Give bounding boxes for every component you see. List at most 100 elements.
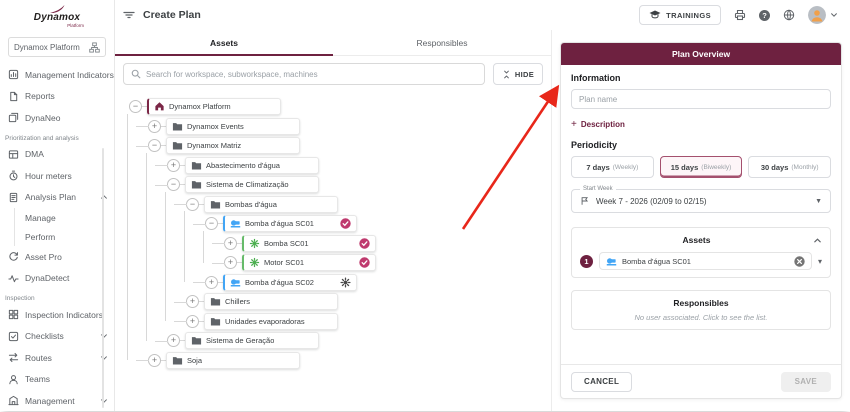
collapse-node-icon[interactable]: −	[193, 217, 218, 231]
tree-node[interactable]: Motor SC01	[242, 254, 376, 272]
dynamox-logo: Dynamox Platform	[0, 0, 114, 32]
hierarchy-icon	[89, 41, 100, 53]
home-icon	[154, 101, 165, 112]
tree-node-label: Bombas d'água	[225, 199, 277, 209]
cancel-button[interactable]: CANCEL	[571, 371, 633, 392]
expand-node-icon[interactable]: +	[155, 334, 180, 348]
sidebar-item-label: Management	[25, 395, 75, 406]
search-box[interactable]	[123, 63, 485, 85]
expand-node-icon[interactable]: +	[155, 158, 180, 172]
periodicity-option-30-days[interactable]: 30 days (Monthly)	[748, 156, 832, 178]
tree-node[interactable]: Bomba d'água SC02	[223, 273, 357, 291]
search-input[interactable]	[146, 69, 477, 79]
sidebar-item-dma[interactable]: DMA	[0, 144, 114, 166]
tree-node-label: Abastecimento d'água	[206, 160, 280, 170]
start-week-select[interactable]: Start Week Week 7 - 2026 (02/09 to 02/15…	[571, 186, 831, 213]
tree-connector	[180, 340, 185, 342]
tree-connector	[199, 203, 204, 205]
tree-node[interactable]: Bombas d'água	[204, 195, 338, 213]
hide-button[interactable]: HIDE	[492, 63, 543, 85]
remove-asset-icon[interactable]	[794, 255, 805, 267]
user-menu[interactable]	[808, 6, 838, 24]
plan-name-input[interactable]	[571, 89, 831, 109]
teams-icon	[8, 374, 19, 385]
start-week-value: Week 7 - 2026 (02/09 to 02/15)	[596, 196, 707, 206]
folder-icon	[191, 335, 202, 346]
management-icon	[8, 395, 19, 406]
workspace-selector[interactable]: Dynamox Platform	[8, 37, 106, 57]
sidebar-item-teams[interactable]: Teams	[0, 369, 114, 391]
tree-connector	[161, 125, 166, 127]
help-icon[interactable]: ?	[759, 9, 770, 21]
expand-node-icon[interactable]: +	[136, 119, 161, 133]
folder-icon	[210, 296, 221, 307]
collapse-section-icon[interactable]	[813, 236, 822, 245]
tree-node[interactable]: Abastecimento d'água	[185, 156, 319, 174]
expand-node-icon[interactable]: +	[193, 275, 218, 289]
sidebar-item-management-indicators[interactable]: Management Indicators	[0, 64, 114, 86]
sidebar-item-analysis-plan[interactable]: Analysis Plan	[0, 187, 114, 209]
tab-assets[interactable]: Assets	[115, 30, 333, 56]
tree-node[interactable]: Bomba d'água SC01	[223, 215, 357, 233]
responsibles-section[interactable]: Responsibles No user associated. Click t…	[571, 290, 831, 330]
sidebar-item-hour-meters[interactable]: Hour meters	[0, 165, 114, 187]
collapse-node-icon[interactable]: −	[129, 100, 142, 114]
expand-node-icon[interactable]: +	[174, 314, 199, 328]
tab-responsibles-label: Responsibles	[416, 37, 468, 48]
collapse-node-icon[interactable]: −	[136, 139, 161, 153]
filter-icon[interactable]	[123, 10, 135, 20]
tree-node[interactable]: Chillers	[204, 293, 338, 311]
add-description-link[interactable]: + Description	[571, 119, 831, 130]
tree-node[interactable]: Soja	[166, 351, 300, 369]
expand-node-icon[interactable]: +	[212, 236, 237, 250]
plan-overview-title: Plan Overview	[561, 43, 841, 65]
language-icon[interactable]	[783, 9, 795, 21]
tree-node[interactable]: Unidades evaporadoras	[204, 312, 338, 330]
periodicity-option-7-days[interactable]: 7 days (Weekly)	[571, 156, 654, 178]
periodicity-option-15-days[interactable]: 15 days (Biweekly)	[659, 156, 743, 178]
search-row: HIDE	[115, 56, 551, 89]
tree-node[interactable]: Sistema de Geração	[185, 332, 319, 350]
sidebar-item-dynaneo[interactable]: DynaNeo	[0, 107, 114, 129]
tree-node[interactable]: Bomba SC01	[242, 234, 376, 252]
assets-section-title: Assets	[682, 235, 711, 245]
expand-node-icon[interactable]: +	[212, 256, 237, 270]
expand-node-icon[interactable]: +	[136, 353, 161, 367]
selected-asset-chip[interactable]: Bomba d'água SC01	[599, 252, 812, 270]
collapse-node-icon[interactable]: −	[174, 197, 199, 211]
analysis-plan-icon	[8, 192, 19, 203]
tree-connector	[199, 301, 204, 303]
sidebar-item-perform[interactable]: Perform	[0, 227, 114, 246]
assets-pane: Assets Responsibles HIDE	[115, 30, 552, 411]
tree-node[interactable]: Dynamox Matriz	[166, 137, 300, 155]
sidebar-item-dynadetect[interactable]: DynaDetect	[0, 268, 114, 290]
asset-expand-caret-icon[interactable]: ▾	[817, 256, 822, 266]
sidebar-item-routes[interactable]: Routes	[0, 347, 114, 369]
plan-overview-panel: Plan Overview Information + Description …	[560, 42, 842, 399]
sidebar-item-inspection-indicators[interactable]: Inspection Indicators	[0, 304, 114, 326]
folder-icon	[172, 140, 183, 151]
expand-node-icon[interactable]: +	[174, 295, 199, 309]
sidebar-scrollbar[interactable]	[102, 148, 104, 408]
trainings-button[interactable]: TRAININGS	[639, 5, 721, 25]
periodicity-label: Periodicity	[571, 140, 618, 150]
unfold-less-icon	[504, 70, 509, 78]
periodicity-days: 30 days	[760, 162, 789, 172]
tab-responsibles[interactable]: Responsibles	[333, 30, 551, 55]
print-icon[interactable]	[734, 9, 746, 21]
inspection-indicators-icon	[8, 309, 19, 320]
tree-node[interactable]: Dynamox Events	[166, 117, 300, 135]
responsibles-section-title: Responsibles	[673, 298, 729, 308]
save-button[interactable]: SAVE	[780, 371, 831, 392]
tree-node[interactable]: Sistema de Climatização	[185, 176, 319, 194]
sidebar-item-label: Routes	[25, 352, 52, 363]
tree-node[interactable]: Dynamox Platform	[147, 98, 281, 116]
sidebar-item-management[interactable]: Management	[0, 390, 114, 412]
tree-row: + Sistema de Geração	[123, 331, 551, 351]
sidebar-item-checklists[interactable]: Checklists	[0, 326, 114, 348]
collapse-node-icon[interactable]: −	[155, 178, 180, 192]
sidebar-item-label: Teams	[25, 374, 51, 385]
sidebar-item-manage[interactable]: Manage	[0, 208, 114, 227]
sidebar-item-asset-pro[interactable]: Asset Pro	[0, 246, 114, 268]
sidebar-item-reports[interactable]: Reports	[0, 86, 114, 108]
